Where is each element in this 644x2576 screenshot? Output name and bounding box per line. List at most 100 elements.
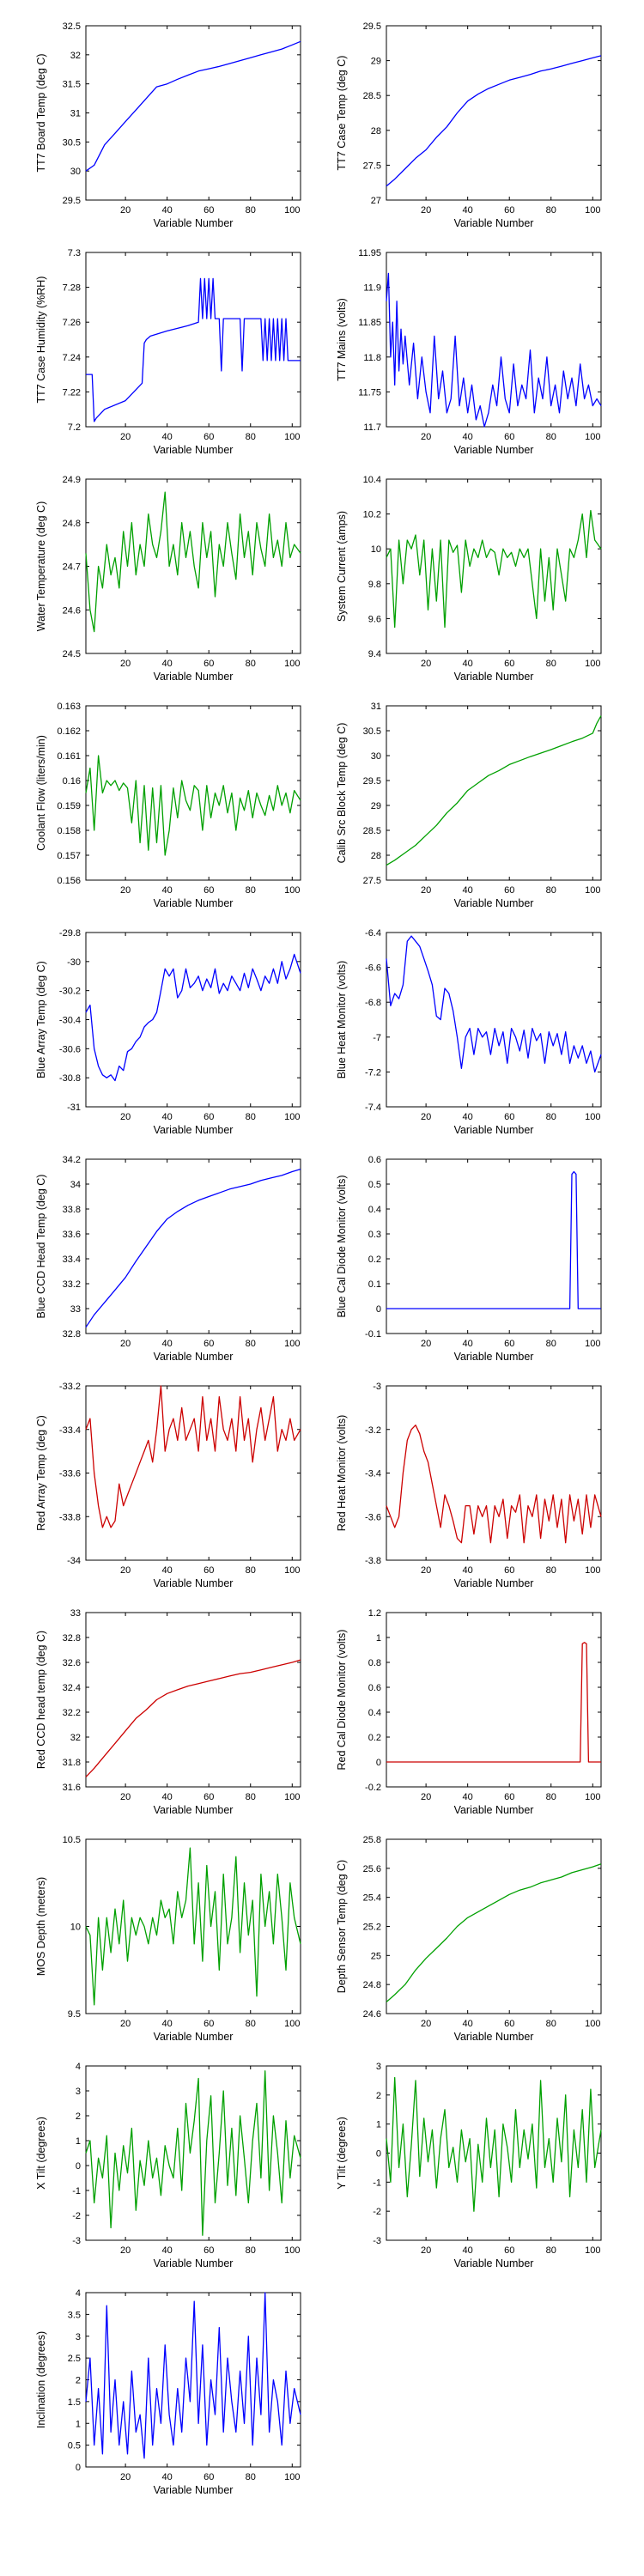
y-axis-label: TT7 Mains (volts) xyxy=(336,298,348,381)
x-tick-label: 60 xyxy=(504,2019,514,2029)
x-tick-label: 100 xyxy=(284,659,300,669)
x-tick-label: 100 xyxy=(585,205,600,216)
x-tick-label: 20 xyxy=(421,659,431,669)
y-tick-label: 24.6 xyxy=(63,605,81,616)
x-tick-label: 40 xyxy=(162,1339,173,1349)
y-tick-label: 32.8 xyxy=(63,1633,81,1643)
x-tick-label: 20 xyxy=(421,2245,431,2256)
x-axis-label: Variable Number xyxy=(154,1577,234,1589)
x-tick-label: 80 xyxy=(246,1565,256,1576)
y-tick-label: 1 xyxy=(76,2419,81,2429)
chart-panel-13: 20 40 60 80 100 -34 -33.8 -33.6 -33.4 -33.2 Variab… xyxy=(35,1382,301,1589)
y-axis-label: Depth Sensor Temp (deg C) xyxy=(336,1860,348,1993)
y-tick-label: -3 xyxy=(373,1382,381,1392)
plot-area xyxy=(386,252,602,428)
x-tick-label: 20 xyxy=(421,205,431,216)
y-tick-label: -1 xyxy=(373,2178,381,2188)
y-tick-label: 24.6 xyxy=(363,2009,381,2020)
x-tick-label: 100 xyxy=(585,432,600,442)
y-axis-label: System Current (amps) xyxy=(336,511,348,622)
x-tick-label: 100 xyxy=(284,1565,300,1576)
y-tick-label: 0.156 xyxy=(57,876,81,886)
x-tick-label: 80 xyxy=(546,1339,556,1349)
y-axis-label: Water Temperature (deg C) xyxy=(35,501,47,631)
x-tick-label: 60 xyxy=(204,205,214,216)
y-axis-label: Calib Src Block Temp (deg C) xyxy=(336,723,348,864)
x-tick-label: 20 xyxy=(120,1339,131,1349)
x-tick-label: 20 xyxy=(120,1565,131,1576)
x-tick-label: 20 xyxy=(421,885,431,896)
x-tick-label: 40 xyxy=(162,1112,173,1122)
y-tick-label: 30 xyxy=(70,167,81,177)
y-tick-label: 28 xyxy=(371,851,381,861)
series-line xyxy=(85,1659,301,1777)
x-tick-label: 100 xyxy=(585,2245,600,2256)
y-tick-label: 27 xyxy=(371,196,381,206)
y-tick-label: 3 xyxy=(76,2332,81,2342)
y-tick-label: 30.5 xyxy=(63,137,81,148)
y-tick-label: 4 xyxy=(76,2062,81,2072)
plot-area xyxy=(85,252,301,428)
plot-area xyxy=(386,478,602,654)
chart-panel-10: 20 40 60 80 100 -7.4 -7.2 -7 -6.8 -6.6 -6.4 Variabl… xyxy=(336,928,602,1136)
chart-panel-16: 20 40 60 80 100 -0.2 0 0.2 0.4 0.6 0.8 1 1.2 Variable… xyxy=(336,1608,602,1816)
y-axis-label: Red Array Temp (deg C) xyxy=(35,1415,47,1531)
x-tick-label: 60 xyxy=(504,885,514,896)
y-tick-label: -7.4 xyxy=(365,1103,381,1113)
y-tick-label: 27.5 xyxy=(363,161,381,171)
y-tick-label: 0.158 xyxy=(57,826,81,836)
y-tick-label: 0.8 xyxy=(368,1658,381,1668)
y-tick-label: 24.8 xyxy=(63,519,81,529)
x-tick-label: 20 xyxy=(421,1565,431,1576)
plot-area xyxy=(85,25,301,201)
y-tick-label: 0 xyxy=(376,1758,381,1768)
chart-panel-7: 20 40 60 80 100 0.156 0.157 0.158 0.159 0.16 0.161… xyxy=(35,702,301,909)
chart-panel-5: 20 40 60 80 100 24.5 24.6 24.7 24.8 24.9 Variable … xyxy=(35,475,301,683)
y-axis-label: Blue CCD Head Temp (deg C) xyxy=(35,1175,47,1319)
x-tick-label: 80 xyxy=(246,1112,256,1122)
y-tick-label: 31.6 xyxy=(63,1783,81,1793)
x-tick-label: 100 xyxy=(585,1565,600,1576)
x-tick-label: 100 xyxy=(284,2245,300,2256)
x-tick-label: 40 xyxy=(463,2245,473,2256)
x-tick-label: 80 xyxy=(546,1792,556,1802)
x-tick-label: 60 xyxy=(204,1792,214,1802)
x-tick-label: 100 xyxy=(284,1112,300,1122)
x-tick-label: 60 xyxy=(204,885,214,896)
x-tick-label: 80 xyxy=(546,2019,556,2029)
y-tick-label: 0.161 xyxy=(57,751,81,762)
y-tick-label: 0.1 xyxy=(368,1279,381,1290)
y-tick-label: -3 xyxy=(373,2236,381,2246)
y-tick-label: -3.4 xyxy=(365,1469,381,1479)
y-tick-label: 10.2 xyxy=(363,510,381,520)
x-tick-label: 20 xyxy=(120,432,131,442)
y-axis-label: Blue Heat Monitor (volts) xyxy=(336,961,348,1079)
y-tick-label: -6.8 xyxy=(365,998,381,1008)
x-tick-label: 60 xyxy=(204,659,214,669)
y-tick-label: 32.2 xyxy=(63,1708,81,1718)
plot-area xyxy=(386,25,602,201)
y-tick-label: -30.4 xyxy=(59,1016,81,1026)
x-tick-label: 20 xyxy=(120,2245,131,2256)
x-tick-label: 40 xyxy=(463,2019,473,2029)
chart-panel-4: 20 40 60 80 100 11.7 11.75 11.8 11.85 11.9 11.95 Va… xyxy=(336,248,602,456)
y-tick-label: 0.6 xyxy=(368,1155,381,1165)
x-tick-label: 40 xyxy=(463,1339,473,1349)
y-tick-label: 0.2 xyxy=(368,1733,381,1743)
x-tick-label: 40 xyxy=(463,1112,473,1122)
x-tick-label: 80 xyxy=(246,659,256,669)
y-tick-label: 33.4 xyxy=(63,1255,81,1265)
x-tick-label: 100 xyxy=(585,1339,600,1349)
chart-panel-18: 20 40 60 80 100 24.6 24.8 25 25.2 25.4 25.6 25.8 Var… xyxy=(336,1835,602,2043)
x-tick-label: 20 xyxy=(421,1112,431,1122)
x-tick-label: 100 xyxy=(585,1112,600,1122)
plot-area xyxy=(85,1612,301,1788)
x-tick-label: 100 xyxy=(585,659,600,669)
x-tick-label: 80 xyxy=(246,2019,256,2029)
y-tick-label: 30.5 xyxy=(363,726,381,737)
x-tick-label: 100 xyxy=(284,205,300,216)
chart-panel-14: 20 40 60 80 100 -3.8 -3.6 -3.4 -3.2 -3 Variable Nu… xyxy=(336,1382,602,1589)
x-tick-label: 100 xyxy=(585,2019,600,2029)
y-axis-label: X Tilt (degrees) xyxy=(35,2117,47,2190)
x-axis-label: Variable Number xyxy=(154,2484,234,2496)
